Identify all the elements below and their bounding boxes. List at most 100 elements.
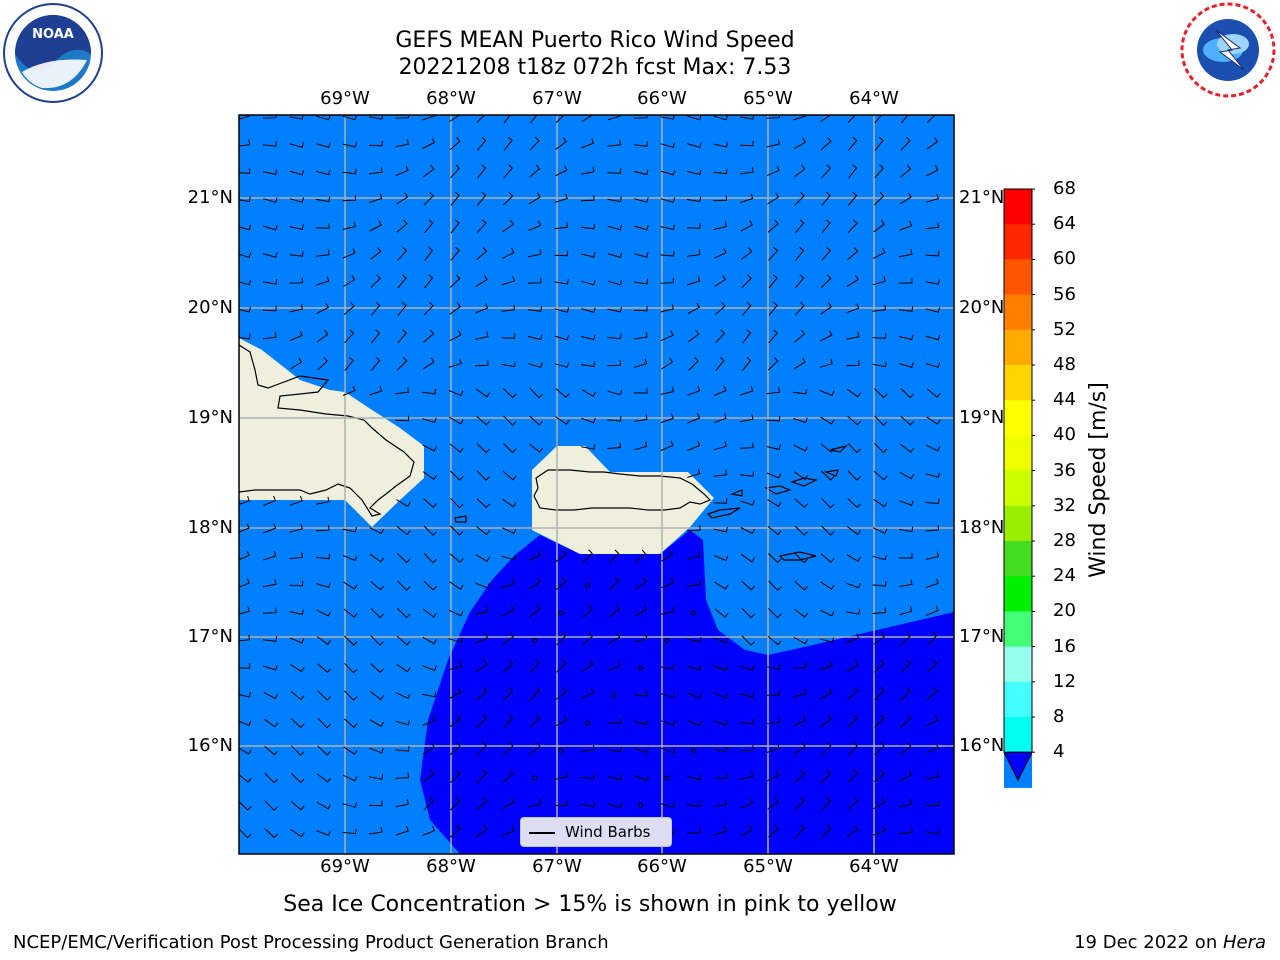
wind-barb (634, 358, 648, 368)
wind-barb (475, 633, 489, 644)
wind-barb (342, 555, 358, 562)
wind-barb (502, 797, 515, 810)
wind-barb (501, 527, 517, 534)
wind-barb (369, 827, 383, 835)
wind-barb (315, 223, 330, 229)
wind-barb (239, 333, 251, 340)
svg-text:NOAA: NOAA (32, 27, 74, 42)
colorbar-tick-label: 52 (1053, 318, 1076, 340)
wind-barb (422, 715, 436, 726)
wind-barb (503, 714, 514, 728)
wind-barb (239, 747, 252, 755)
wind-barb (793, 357, 806, 370)
wind-barb (342, 195, 357, 202)
wind-barb (369, 115, 384, 120)
wind-barb (422, 115, 436, 121)
wind-barb (766, 664, 781, 670)
wind-barb (317, 329, 329, 343)
wind-barb (740, 500, 755, 506)
wind-barb (397, 580, 411, 591)
wind-barb (634, 719, 649, 725)
wind-barb (528, 220, 542, 231)
wind-barb (873, 219, 885, 233)
wind-barb (925, 222, 940, 230)
wind-barb (925, 829, 940, 835)
wind-barb (449, 115, 461, 122)
wind-barb (554, 279, 569, 285)
lat-label-right: 19°N (959, 407, 1005, 428)
wind-barb (873, 742, 885, 756)
wind-barb (741, 608, 755, 619)
wind-barb (900, 415, 915, 426)
wind-barb (405, 853, 407, 854)
wind-barb (660, 169, 676, 176)
wind-barb (608, 604, 620, 618)
wind-barb (925, 551, 939, 560)
wind-barb (741, 247, 753, 260)
colorbar-tick-label: 4 (1053, 741, 1065, 763)
wind-barb (503, 136, 513, 151)
wind-barb (423, 797, 434, 811)
wind-barb (529, 387, 543, 399)
wind-barb (502, 192, 514, 206)
wind-barb (925, 578, 939, 589)
wind-barb (660, 692, 676, 698)
wind-barb (476, 219, 487, 234)
wind-barb (528, 192, 541, 205)
wind-barb (342, 168, 357, 175)
wind-barb (821, 164, 832, 179)
wind-barb (289, 609, 304, 615)
wind-barb (263, 332, 277, 340)
wind-barb (660, 224, 675, 230)
wind-barb (686, 525, 701, 532)
wind-barb (634, 279, 649, 285)
wind-barb (713, 141, 728, 148)
wind-barb (768, 580, 782, 591)
wind-barb (713, 799, 727, 807)
wind-barb (502, 498, 517, 508)
wind-barb (582, 604, 593, 618)
wind-barb (687, 720, 702, 727)
wind-barb (503, 687, 514, 701)
wind-barb (449, 470, 464, 481)
wind-barb (317, 663, 332, 674)
wind-barb (369, 167, 383, 175)
colorbar-tick-label: 24 (1053, 565, 1076, 587)
wind-barb (422, 825, 436, 836)
wind-barb (369, 747, 384, 754)
wind-barb (660, 304, 674, 313)
wind-barb (290, 691, 305, 701)
wind-barb (660, 747, 676, 754)
wind-barb (872, 361, 887, 368)
wind-barb (925, 279, 940, 285)
wind-barb-calm (638, 665, 643, 671)
title-line-1: GEFS MEAN Puerto Rico Wind Speed (395, 28, 795, 53)
wind-barb (660, 664, 675, 670)
wind-barb (501, 605, 515, 617)
wind-barb (369, 719, 385, 727)
wind-barb (396, 526, 411, 536)
wind-barb (528, 362, 543, 368)
wind-barb (661, 550, 674, 562)
wind-barb-calm (638, 803, 643, 808)
wind-barb (450, 525, 464, 536)
wind-barb (395, 746, 410, 752)
wind-barb (873, 192, 885, 206)
wind-barb (475, 554, 491, 562)
wind-barb (290, 858, 304, 864)
wind-barb (899, 798, 913, 808)
wind-barb (370, 608, 384, 619)
wind-barb (529, 443, 544, 453)
wind-barb (422, 636, 438, 645)
wind-barb (423, 608, 438, 618)
wind-barb (581, 138, 595, 149)
wind-barb (607, 306, 622, 313)
wind-barb (661, 357, 674, 370)
wind-barb (846, 331, 860, 340)
wind-barb (316, 609, 332, 617)
wind-barb (450, 497, 464, 509)
wind-barb (925, 165, 939, 177)
colorbar-tick-label: 60 (1053, 248, 1076, 270)
wind-barb (925, 444, 941, 452)
wind-barb (239, 196, 251, 203)
